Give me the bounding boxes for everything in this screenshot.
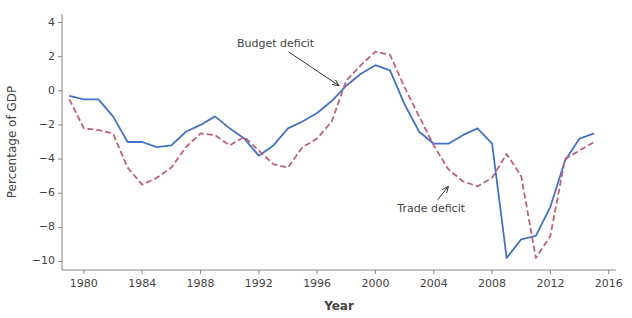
y-tick	[58, 193, 62, 194]
x-tick-label: 2016	[595, 277, 623, 290]
y-tick	[58, 159, 62, 160]
x-tick-label: 1992	[245, 277, 273, 290]
y-tick-label: −8	[39, 220, 55, 233]
x-tick	[608, 270, 609, 274]
x-tick-label: 1996	[303, 277, 331, 290]
series-group	[69, 52, 594, 258]
series-line	[69, 65, 594, 258]
x-tick	[83, 270, 84, 274]
x-tick	[375, 270, 376, 274]
x-tick	[550, 270, 551, 274]
x-axis-line	[62, 270, 616, 271]
y-tick	[58, 227, 62, 228]
x-tick-label: 2000	[361, 277, 389, 290]
annotation-text: Trade deficit	[396, 202, 465, 215]
y-axis-line	[62, 14, 63, 270]
x-tick	[492, 270, 493, 274]
y-axis-label: Percentage of GDP	[5, 86, 19, 198]
x-tick	[258, 270, 259, 274]
x-tick-label: 1980	[70, 277, 98, 290]
x-tick-label: 1984	[128, 277, 156, 290]
x-tick-label: 2008	[478, 277, 506, 290]
x-axis-label: Year	[323, 299, 354, 313]
y-tick	[58, 124, 62, 125]
y-tick-label: −4	[39, 152, 55, 165]
y-tick-label: −6	[39, 186, 55, 199]
x-tick-label: 1988	[187, 277, 215, 290]
y-tick	[58, 22, 62, 23]
series-line	[69, 52, 594, 258]
y-tick-label: 4	[48, 16, 55, 29]
annotation-text: Budget deficit	[237, 37, 315, 50]
y-tick-label: −10	[32, 254, 55, 267]
x-tick	[433, 270, 434, 274]
x-tick-label: 2012	[536, 277, 564, 290]
y-tick	[58, 90, 62, 91]
y-tick-label: −2	[39, 118, 55, 131]
y-tick	[58, 261, 62, 262]
y-tick-label: 2	[48, 50, 55, 63]
y-tick-label: 0	[48, 84, 55, 97]
x-tick-label: 2004	[420, 277, 448, 290]
chart: −10 −8 −6 −4 −2 0 2 4 1980 1984 1988 1992 1996 2000 20…	[0, 0, 632, 318]
x-tick	[142, 270, 143, 274]
x-tick	[200, 270, 201, 274]
x-tick	[317, 270, 318, 274]
annotation-arrow	[289, 52, 339, 86]
annotation-arrow	[438, 186, 449, 199]
y-tick	[58, 56, 62, 57]
